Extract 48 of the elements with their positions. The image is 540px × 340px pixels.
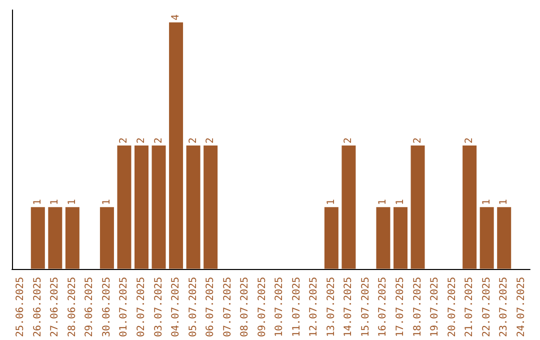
data-label: 1 xyxy=(32,199,44,206)
x-tick-label: 10.07.2025 xyxy=(274,276,286,338)
data-label: 1 xyxy=(101,199,112,206)
data-label: 1 xyxy=(326,199,337,206)
data-label: 2 xyxy=(136,138,147,144)
x-tick-label: 21.07.2025 xyxy=(464,276,476,338)
data-label: 2 xyxy=(205,138,216,144)
x-tick-label: 17.07.2025 xyxy=(395,276,406,338)
x-tick-label: 28.06.2025 xyxy=(66,276,78,338)
data-label: 2 xyxy=(412,138,424,144)
x-tick-label: 02.07.2025 xyxy=(136,276,147,338)
x-tick-label: 13.07.2025 xyxy=(326,276,337,338)
data-label: 2 xyxy=(464,138,476,144)
x-tick-label: 20.07.2025 xyxy=(446,276,458,338)
x-tick-label: 26.06.2025 xyxy=(32,276,44,338)
x-tick-label: 08.07.2025 xyxy=(240,276,251,338)
x-tick-label: 09.07.2025 xyxy=(256,276,268,338)
data-label: 4 xyxy=(170,14,182,20)
x-tick-label: 07.07.2025 xyxy=(222,276,234,338)
x-tick-label: 11.07.2025 xyxy=(291,276,302,338)
x-tick-label: 16.07.2025 xyxy=(378,276,389,338)
x-tick-label: 25.06.2025 xyxy=(15,276,26,338)
x-tick-label: 18.07.2025 xyxy=(412,276,424,338)
x-tick-label: 30.06.2025 xyxy=(101,276,112,338)
data-label: 2 xyxy=(343,138,354,144)
x-tick-label: 01.07.2025 xyxy=(118,276,130,338)
data-label: 2 xyxy=(118,138,130,144)
x-tick-label: 04.07.2025 xyxy=(170,276,182,338)
x-tick-label: 23.07.2025 xyxy=(498,276,510,338)
data-label: 1 xyxy=(378,199,389,206)
data-label: 1 xyxy=(481,199,492,206)
data-label: 2 xyxy=(153,138,164,144)
x-tick-label: 22.07.2025 xyxy=(481,276,492,338)
x-tick-label: 15.07.2025 xyxy=(360,276,372,338)
data-label: 1 xyxy=(66,199,78,206)
x-tick-label: 14.07.2025 xyxy=(343,276,354,338)
x-tick-label: 06.07.2025 xyxy=(205,276,216,338)
data-label: 2 xyxy=(188,138,199,144)
x-tick-label: 19.07.2025 xyxy=(430,276,441,338)
data-label: 1 xyxy=(498,199,510,206)
x-tick-label: 05.07.2025 xyxy=(188,276,199,338)
data-label: 1 xyxy=(395,199,406,206)
x-tick-label: 12.07.2025 xyxy=(308,276,320,338)
x-tick-label: 29.06.2025 xyxy=(84,276,96,338)
x-tick-label: 03.07.2025 xyxy=(153,276,164,338)
data-label: 1 xyxy=(50,199,61,206)
x-tick-label: 27.06.2025 xyxy=(50,276,61,338)
x-tick-label: 24.07.2025 xyxy=(516,276,527,338)
